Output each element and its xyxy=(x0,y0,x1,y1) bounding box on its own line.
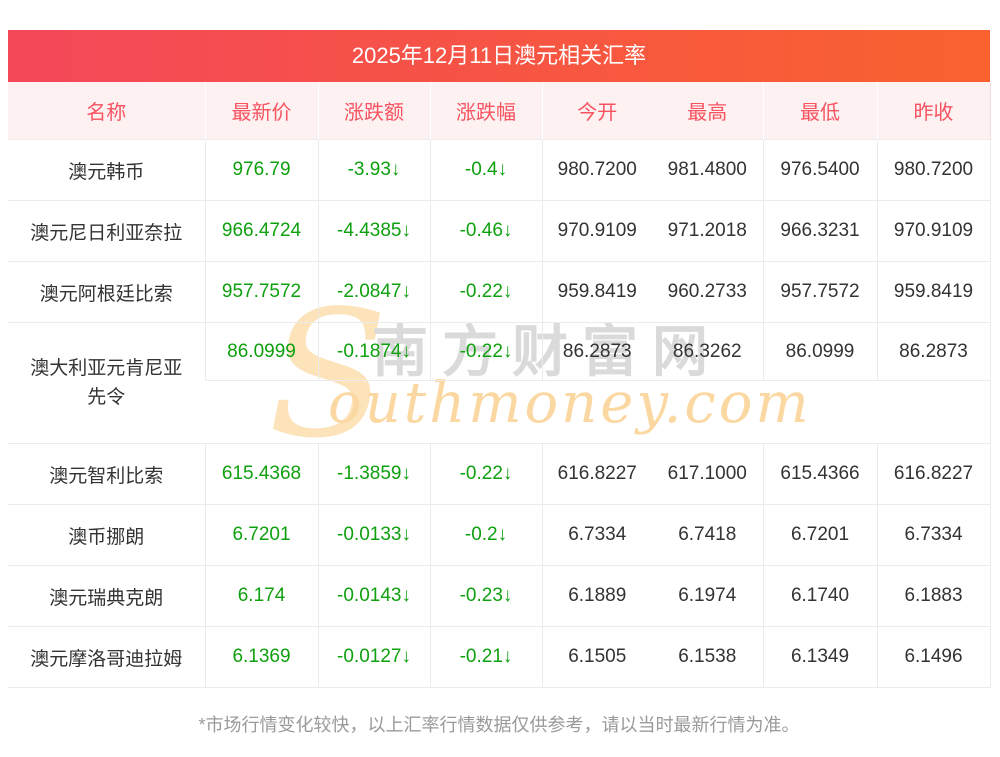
header-change-amount: 涨跌额 xyxy=(317,82,430,140)
change-percent: -0.46↓ xyxy=(429,200,542,262)
latest-price: 957.7572 xyxy=(204,261,318,323)
table-row: 澳大利亚元肯尼亚 先令 86.0999 -0.1874↓ -0.22↓ 86.2… xyxy=(8,322,991,444)
open-value: 86.2873 xyxy=(541,322,652,381)
high-value: 6.7418 xyxy=(652,504,763,566)
prev-close-value: 970.9109 xyxy=(876,200,991,262)
header-open: 今开 xyxy=(541,82,652,140)
latest-price: 966.4724 xyxy=(204,200,318,262)
high-value: 971.2018 xyxy=(652,200,763,262)
table-row: 澳元瑞典克朗 6.174 -0.0143↓ -0.23↓ 6.1889 6.19… xyxy=(8,565,991,627)
table-row: 澳元尼日利亚奈拉 966.4724 -4.4385↓ -0.46↓ 970.91… xyxy=(8,200,991,262)
pair-name: 澳元瑞典克朗 xyxy=(8,565,205,627)
change-percent: -0.21↓ xyxy=(429,626,542,688)
change-percent: -0.22↓ xyxy=(429,261,542,323)
header-low: 最低 xyxy=(762,82,877,140)
low-value: 957.7572 xyxy=(762,261,877,323)
low-value: 6.1349 xyxy=(762,626,877,688)
high-value: 960.2733 xyxy=(652,261,763,323)
change-amount: -2.0847↓ xyxy=(317,261,430,323)
latest-price: 86.0999 xyxy=(204,322,318,381)
change-percent: -0.22↓ xyxy=(429,443,542,505)
open-value: 616.8227 xyxy=(541,443,652,505)
empty-cell xyxy=(877,380,991,444)
high-value: 86.3262 xyxy=(652,322,763,381)
latest-price: 6.7201 xyxy=(204,504,318,566)
prev-close-value: 6.1883 xyxy=(876,565,991,627)
empty-cell xyxy=(430,380,542,444)
pair-name: 澳元智利比索 xyxy=(8,443,205,505)
table-row-spacer xyxy=(8,380,991,444)
low-value: 6.1740 xyxy=(762,565,877,627)
open-value: 959.8419 xyxy=(541,261,652,323)
header-latest-price: 最新价 xyxy=(204,82,318,140)
change-amount: -0.0133↓ xyxy=(317,504,430,566)
open-value: 6.7334 xyxy=(541,504,652,566)
table-row: 澳元韩币 976.79 -3.93↓ -0.4↓ 980.7200 981.48… xyxy=(8,139,991,201)
header-high: 最高 xyxy=(652,82,763,140)
empty-cell xyxy=(318,380,430,444)
high-value: 6.1974 xyxy=(652,565,763,627)
low-value: 976.5400 xyxy=(762,139,877,201)
empty-cell xyxy=(652,380,763,444)
change-amount: -0.1874↓ xyxy=(317,322,430,381)
latest-price: 6.1369 xyxy=(204,626,318,688)
pair-name: 澳元摩洛哥迪拉姆 xyxy=(8,626,205,688)
change-amount: -0.0127↓ xyxy=(317,626,430,688)
prev-close-value: 86.2873 xyxy=(876,322,991,381)
change-amount: -3.93↓ xyxy=(317,139,430,201)
header-prev-close: 昨收 xyxy=(876,82,991,140)
change-amount: -0.0143↓ xyxy=(317,565,430,627)
latest-price: 615.4368 xyxy=(204,443,318,505)
pair-name: 澳元阿根廷比索 xyxy=(8,261,205,323)
table-row: 澳元阿根廷比索 957.7572 -2.0847↓ -0.22↓ 959.841… xyxy=(8,261,991,323)
table-row: 澳币挪朗 6.7201 -0.0133↓ -0.2↓ 6.7334 6.7418… xyxy=(8,504,991,566)
exchange-rate-table: 名称 最新价 涨跌额 涨跌幅 今开 最高 最低 昨收 澳元韩币 976.79 -… xyxy=(8,82,991,688)
prev-close-value: 6.1496 xyxy=(876,626,991,688)
page-title: 2025年12月11日澳元相关汇率 xyxy=(8,30,990,82)
change-amount: -4.4385↓ xyxy=(317,200,430,262)
prev-close-value: 6.7334 xyxy=(876,504,991,566)
open-value: 6.1889 xyxy=(541,565,652,627)
header-change-percent: 涨跌幅 xyxy=(429,82,542,140)
empty-cell xyxy=(205,380,318,444)
open-value: 6.1505 xyxy=(541,626,652,688)
latest-price: 6.174 xyxy=(204,565,318,627)
disclaimer-note: *市场行情变化较快，以上汇率行情数据仅供参考，请以当时最新行情为准。 xyxy=(198,715,800,735)
low-value: 615.4366 xyxy=(762,443,877,505)
high-value: 6.1538 xyxy=(652,626,763,688)
low-value: 6.7201 xyxy=(762,504,877,566)
table-header-row: 名称 最新价 涨跌额 涨跌幅 今开 最高 最低 昨收 xyxy=(8,82,991,140)
empty-cell xyxy=(542,380,652,444)
pair-name: 澳元尼日利亚奈拉 xyxy=(8,200,205,262)
pair-name: 澳大利亚元肯尼亚 先令 xyxy=(8,322,205,444)
prev-close-value: 959.8419 xyxy=(876,261,991,323)
change-percent: -0.2↓ xyxy=(429,504,542,566)
latest-price: 976.79 xyxy=(204,139,318,201)
header-name: 名称 xyxy=(8,82,205,140)
low-value: 966.3231 xyxy=(762,200,877,262)
open-value: 970.9109 xyxy=(541,200,652,262)
rate-table-container: 2025年12月11日澳元相关汇率 名称 最新价 涨跌额 涨跌幅 今开 最高 最… xyxy=(8,30,991,737)
change-percent: -0.22↓ xyxy=(429,322,542,381)
table-row: 澳元摩洛哥迪拉姆 6.1369 -0.0127↓ -0.21↓ 6.1505 6… xyxy=(8,626,991,688)
pair-name: 澳元韩币 xyxy=(8,139,205,201)
low-value: 86.0999 xyxy=(762,322,877,381)
high-value: 981.4800 xyxy=(652,139,763,201)
table-row: 澳元智利比索 615.4368 -1.3859↓ -0.22↓ 616.8227… xyxy=(8,443,991,505)
prev-close-value: 980.7200 xyxy=(876,139,991,201)
pair-name: 澳币挪朗 xyxy=(8,504,205,566)
empty-cell xyxy=(763,380,877,444)
change-percent: -0.23↓ xyxy=(429,565,542,627)
high-value: 617.1000 xyxy=(652,443,763,505)
prev-close-value: 616.8227 xyxy=(876,443,991,505)
change-percent: -0.4↓ xyxy=(429,139,542,201)
open-value: 980.7200 xyxy=(541,139,652,201)
change-amount: -1.3859↓ xyxy=(317,443,430,505)
